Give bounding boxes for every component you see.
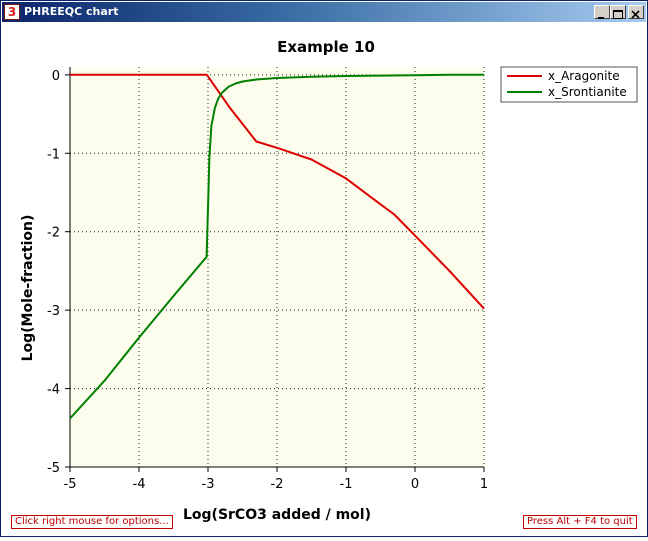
x-tick-label: -3 [202,477,215,492]
x-tick-label: -2 [271,477,284,492]
legend-box [500,66,638,103]
x-axis-label: Log(SrCO3 added / mol) [183,507,371,523]
minimize-button[interactable] [594,5,610,19]
options-hint[interactable]: Click right mouse for options... [11,515,173,529]
chart-area[interactable]: Example 10 -5 -4 -3 -2 -1 0 1 0 -1 -2 -3 -4 -5 Log(S… [2,23,648,537]
y-tick-label: -1 [47,147,60,162]
legend-label-aragonite: x_Aragonite [548,69,620,83]
title-bar[interactable]: 3 PHREEQC chart [2,2,646,22]
y-tick-label: 0 [52,69,60,84]
close-button[interactable] [628,5,644,19]
quit-hint: Press Alt + F4 to quit [523,515,637,529]
maximize-button[interactable] [610,5,626,19]
minimize-icon [598,17,604,19]
chart-title: Example 10 [277,38,375,56]
x-tick-label: 0 [411,477,419,492]
y-axis-label: Log(Mole-fraction) [20,215,36,362]
y-tick-label: -4 [47,383,60,398]
x-tick-label: 1 [480,477,488,492]
close-icon [631,10,640,19]
x-tick-label: -5 [64,477,77,492]
y-tick-label: -3 [47,304,60,319]
phreeqc-app-icon[interactable]: 3 [4,4,20,20]
y-tick-label: -5 [47,461,60,476]
legend[interactable]: x_Aragonite x_Srontianite [500,66,638,103]
x-tick-label: -4 [133,477,146,492]
maximize-icon [613,10,623,19]
window-title: PHREEQC chart [24,5,119,18]
chart-svg: Example 10 -5 -4 -3 -2 -1 0 1 0 -1 -2 -3 -4 -5 Log(S… [20,38,638,523]
x-tick-label: -1 [340,477,353,492]
aragonite-series-line [70,73,485,310]
legend-label-srontianite: x_Srontianite [548,85,627,99]
y-tick-label: -2 [47,226,60,241]
srontianite-series-line [69,73,484,420]
